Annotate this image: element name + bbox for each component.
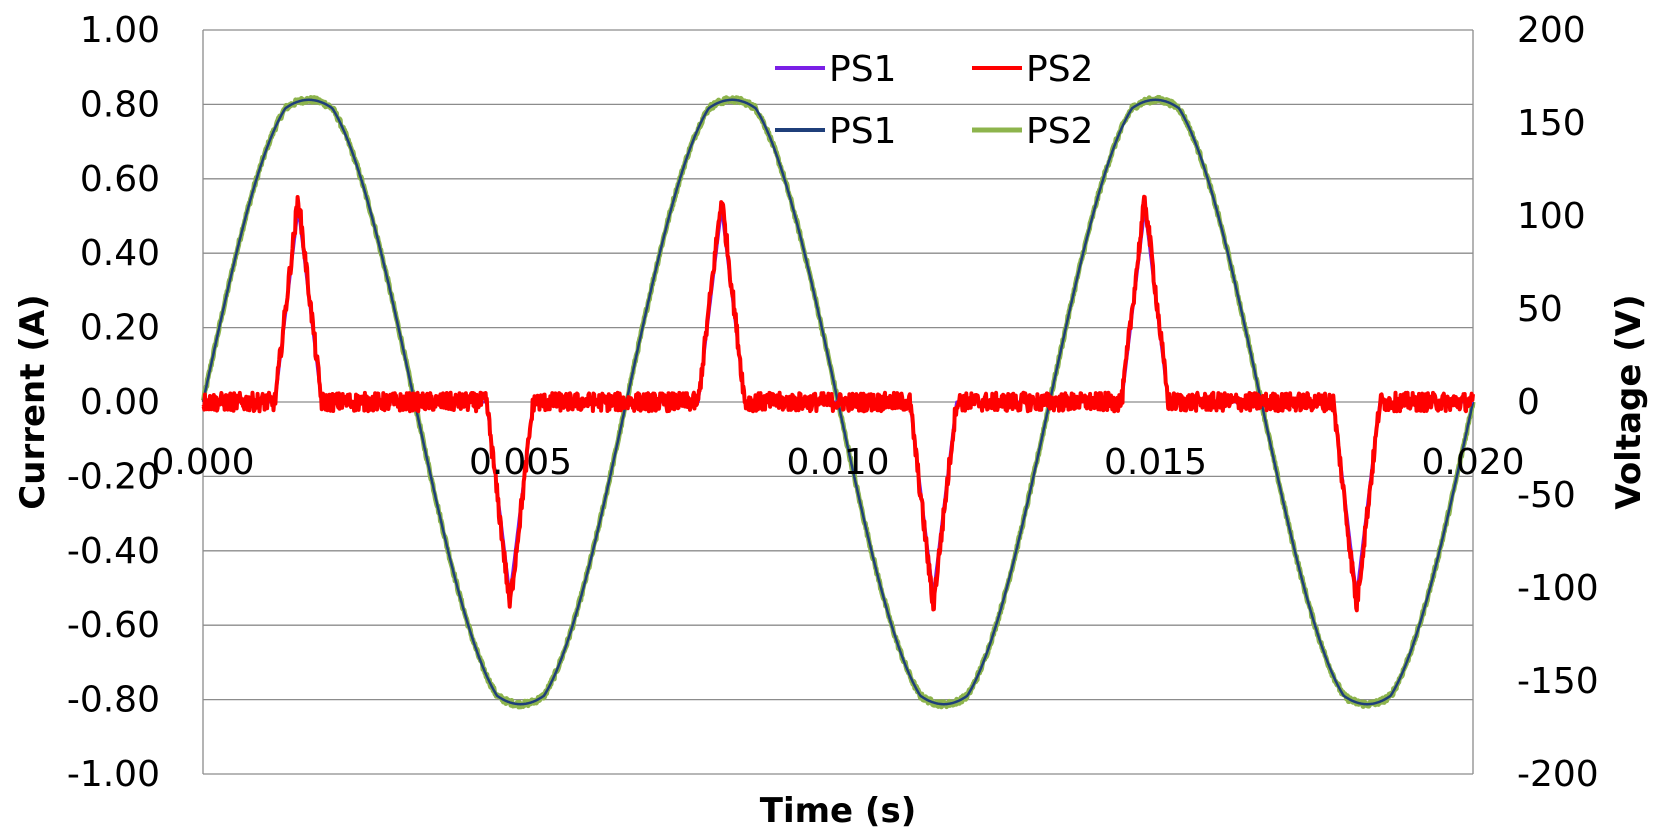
y-right-tick-label: 100 — [1517, 196, 1586, 237]
y-axis-title-left: Current (A) — [13, 294, 53, 509]
y-left-tick-label: -0.20 — [67, 456, 160, 497]
y-right-tick-label: 200 — [1517, 10, 1586, 51]
y-right-tick-label: -100 — [1517, 568, 1599, 609]
y-left-tick-label: 0.20 — [80, 308, 160, 349]
y-right-tick-label: 150 — [1517, 103, 1586, 144]
y-left-tick-label: -0.80 — [67, 680, 160, 721]
y-left-tick-label: 0.60 — [80, 159, 160, 200]
grid-layer — [202, 29, 1474, 775]
x-tick-label: 0.010 — [786, 442, 889, 483]
x-tick-label: 0.000 — [151, 442, 254, 483]
y-right-tick-label: -50 — [1517, 475, 1576, 516]
y-left-tick-label: 0.80 — [80, 84, 160, 125]
y-left-tick-label: 0.40 — [80, 233, 160, 274]
y-right-tick-label: 50 — [1517, 289, 1563, 330]
y-axis-title-right: Voltage (V) — [1609, 294, 1649, 509]
y-left-tick-label: 1.00 — [80, 10, 160, 51]
y-right-tick-label: 0 — [1517, 382, 1540, 423]
y-right-tick-label: -200 — [1517, 754, 1599, 795]
y-left-tick-label: -0.60 — [67, 605, 160, 646]
x-tick-label: 0.020 — [1421, 442, 1524, 483]
y-left-tick-label: -0.40 — [67, 531, 160, 572]
x-axis-title: Time (s) — [760, 791, 917, 831]
y-left-tick-label: 0.00 — [80, 382, 160, 423]
legend-label-ps2-voltage: PS2 — [1026, 111, 1093, 152]
y-right-tick-label: -150 — [1517, 661, 1599, 702]
x-tick-label: 0.005 — [469, 442, 572, 483]
series-layer — [200, 94, 1476, 710]
x-tick-label: 0.015 — [1104, 442, 1207, 483]
legend-label-ps1-current: PS1 — [829, 49, 896, 90]
legend: PS1 PS2 PS1 PS2 — [775, 49, 1093, 152]
series-line-ps2-current — [201, 194, 1475, 613]
legend-label-ps2-current: PS2 — [1026, 49, 1093, 90]
legend-label-ps1-voltage: PS1 — [829, 111, 896, 152]
tick-layer: 1.00 0.80 0.60 0.40 0.20 0.00 -0.20 -0.40 -0.60 -… — [67, 10, 1599, 795]
y-left-tick-label: -1.00 — [67, 754, 160, 795]
